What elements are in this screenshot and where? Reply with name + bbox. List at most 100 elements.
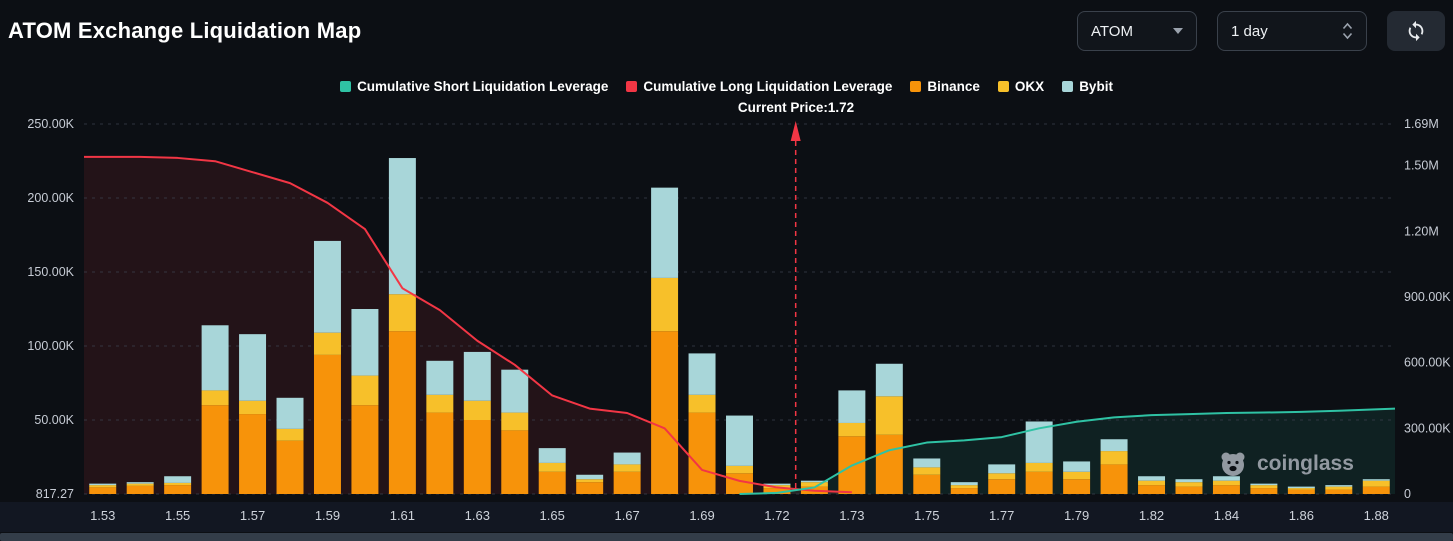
liquidation-bar-segment[interactable]	[388, 158, 416, 295]
liquidation-bar-segment[interactable]	[1250, 488, 1278, 494]
liquidation-bar-segment[interactable]	[276, 397, 304, 429]
liquidation-bar-segment[interactable]	[239, 334, 267, 401]
liquidation-bar-segment[interactable]	[89, 483, 117, 486]
liquidation-bar-segment[interactable]	[1063, 471, 1091, 480]
liquidation-bar-segment[interactable]	[913, 458, 941, 468]
liquidation-bar-segment[interactable]	[126, 482, 154, 484]
liquidation-bar-segment[interactable]	[875, 396, 903, 435]
liquidation-bar-segment[interactable]	[276, 440, 304, 494]
liquidation-bar-segment[interactable]	[1063, 461, 1091, 472]
liquidation-bar-segment[interactable]	[726, 465, 753, 474]
liquidation-bar-segment[interactable]	[1250, 483, 1278, 486]
liquidation-bar-segment[interactable]	[651, 277, 679, 332]
symbol-select[interactable]: ATOM	[1077, 11, 1197, 51]
liquidation-bar-segment[interactable]	[576, 474, 604, 480]
liquidation-bar-segment[interactable]	[239, 400, 267, 415]
liquidation-bar-segment[interactable]	[1025, 471, 1053, 494]
bars-layer[interactable]	[89, 158, 1390, 494]
chart-zoom-scrollbar[interactable]	[0, 533, 1453, 541]
liquidation-bar-segment[interactable]	[1287, 489, 1315, 494]
liquidation-bar-segment[interactable]	[201, 390, 229, 406]
liquidation-bar-segment[interactable]	[313, 332, 341, 355]
liquidation-bar-segment[interactable]	[988, 479, 1016, 494]
liquidation-bar-segment[interactable]	[1212, 485, 1240, 494]
liquidation-bar-segment[interactable]	[1212, 480, 1240, 486]
liquidation-bar-segment[interactable]	[875, 434, 903, 494]
liquidation-bar-segment[interactable]	[426, 394, 454, 413]
liquidation-bar-segment[interactable]	[276, 428, 304, 441]
liquidation-bar-segment[interactable]	[613, 452, 641, 465]
liquidation-bar-segment[interactable]	[1362, 486, 1390, 494]
liquidation-bar-segment[interactable]	[426, 412, 454, 494]
liquidation-bar-segment[interactable]	[1100, 464, 1128, 494]
liquidation-bar-segment[interactable]	[1287, 486, 1315, 489]
liquidation-bar-segment[interactable]	[950, 482, 978, 486]
liquidation-bar-segment[interactable]	[613, 464, 641, 472]
liquidation-bar-segment[interactable]	[239, 414, 267, 494]
liquidation-bar-segment[interactable]	[1100, 439, 1128, 452]
liquidation-bar-segment[interactable]	[463, 351, 491, 401]
liquidation-bar-segment[interactable]	[201, 405, 229, 494]
liquidation-bar-segment[interactable]	[164, 482, 192, 486]
liquidation-bar-segment[interactable]	[988, 464, 1016, 474]
liquidation-bar-segment[interactable]	[1287, 488, 1315, 490]
liquidation-bar-segment[interactable]	[463, 420, 491, 494]
liquidation-bar-segment[interactable]	[1325, 489, 1353, 494]
liquidation-bar-segment[interactable]	[1212, 476, 1240, 481]
liquidation-bar-segment[interactable]	[351, 405, 379, 494]
liquidation-bar-segment[interactable]	[1250, 485, 1278, 489]
liquidation-bar-segment[interactable]	[1362, 480, 1390, 487]
liquidation-bar-segment[interactable]	[538, 448, 566, 463]
liquidation-bar-segment[interactable]	[164, 476, 192, 483]
liquidation-bar-segment[interactable]	[838, 390, 866, 423]
liquidation-bar-segment[interactable]	[800, 480, 828, 483]
liquidation-bar-segment[interactable]	[351, 309, 379, 376]
legend-item-short-leverage[interactable]: Cumulative Short Liquidation Leverage	[340, 79, 608, 94]
legend-item-bybit[interactable]: Bybit	[1062, 79, 1113, 94]
liquidation-bar-segment[interactable]	[988, 473, 1016, 480]
liquidation-bar-segment[interactable]	[164, 485, 192, 494]
liquidation-bar-segment[interactable]	[913, 467, 941, 475]
liquidation-bar-segment[interactable]	[1063, 479, 1091, 494]
period-select[interactable]: 1 day	[1217, 11, 1367, 51]
liquidation-bar-segment[interactable]	[126, 483, 154, 486]
liquidation-bar-segment[interactable]	[201, 325, 229, 391]
liquidation-bar-segment[interactable]	[538, 471, 566, 494]
liquidation-bar-segment[interactable]	[426, 360, 454, 395]
liquidation-bar-segment[interactable]	[1138, 480, 1166, 486]
liquidation-bar-segment[interactable]	[388, 294, 416, 332]
liquidation-bar-segment[interactable]	[838, 422, 866, 437]
liquidation-bar-segment[interactable]	[463, 400, 491, 420]
liquidation-bar-segment[interactable]	[538, 462, 566, 472]
legend-item-binance[interactable]: Binance	[910, 79, 980, 94]
legend-item-long-leverage[interactable]: Cumulative Long Liquidation Leverage	[626, 79, 892, 94]
liquidation-bar-segment[interactable]	[688, 394, 716, 413]
liquidation-bar-segment[interactable]	[576, 479, 604, 483]
liquidation-bar-segment[interactable]	[651, 331, 679, 494]
liquidation-bar-segment[interactable]	[763, 483, 791, 486]
liquidation-bar-segment[interactable]	[613, 471, 641, 494]
liquidation-bar-segment[interactable]	[501, 430, 529, 494]
liquidation-bar-segment[interactable]	[89, 487, 117, 494]
liquidation-bar-segment[interactable]	[913, 474, 941, 494]
liquidation-bar-segment[interactable]	[950, 485, 978, 489]
liquidation-bar-segment[interactable]	[1362, 479, 1390, 481]
liquidation-bar-segment[interactable]	[89, 485, 117, 488]
liquidation-bar-segment[interactable]	[651, 187, 679, 278]
liquidation-bar-segment[interactable]	[576, 482, 604, 494]
liquidation-bar-segment[interactable]	[351, 375, 379, 406]
liquidation-bar-segment[interactable]	[126, 485, 154, 494]
liquidation-bar-segment[interactable]	[688, 412, 716, 494]
liquidation-bar-segment[interactable]	[1175, 479, 1203, 483]
liquidation-bar-segment[interactable]	[1100, 451, 1128, 465]
liquidation-bar-segment[interactable]	[501, 412, 529, 431]
liquidation-bar-segment[interactable]	[950, 488, 978, 494]
liquidation-bar-segment[interactable]	[1175, 486, 1203, 494]
liquidation-bar-segment[interactable]	[726, 473, 753, 494]
liquidation-bar-segment[interactable]	[1025, 462, 1053, 472]
liquidation-bar-segment[interactable]	[313, 240, 341, 333]
liquidation-bar-segment[interactable]	[1138, 485, 1166, 494]
liquidation-bar-segment[interactable]	[1138, 476, 1166, 481]
liquidation-bar-segment[interactable]	[763, 488, 791, 494]
